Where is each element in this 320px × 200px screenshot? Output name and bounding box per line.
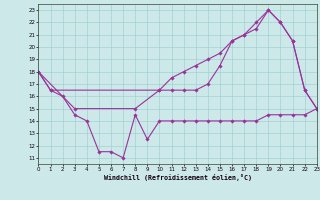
X-axis label: Windchill (Refroidissement éolien,°C): Windchill (Refroidissement éolien,°C) xyxy=(104,174,252,181)
